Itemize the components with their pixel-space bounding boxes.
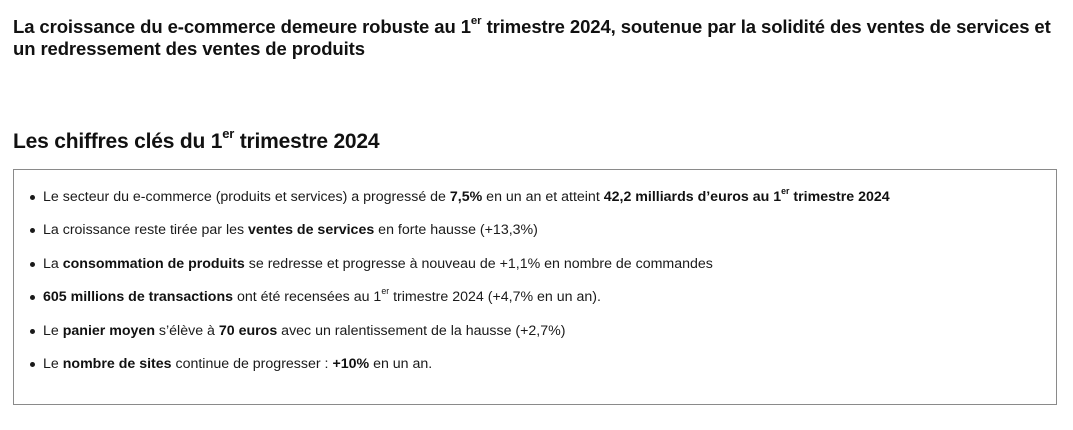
headline-superscript: er (470, 15, 482, 28)
item-text: Le (43, 355, 63, 372)
item-bold-amount: 42,2 milliards d’euros au 1er trimestre … (603, 185, 890, 205)
page-headline: La croissance du e-commerce demeure robu… (13, 15, 1058, 60)
item-bold-growth-rate: 7,5% (449, 189, 483, 205)
item-text: Le (43, 322, 63, 339)
bullet-dot (30, 328, 35, 334)
item-bold-basket: panier moyen (62, 322, 155, 339)
item-superscript: er (781, 185, 790, 196)
key-figure-ecommerce-growth: Le secteur du e-commerce (produits et se… (30, 187, 1040, 207)
bullet-dot (30, 295, 35, 301)
item-bold-products: consommation de produits (62, 255, 245, 272)
item-superscript: er (381, 286, 390, 297)
item-text: La (43, 255, 63, 272)
item-bold-transactions: 605 millions de transactions (43, 289, 234, 306)
key-figures-list: Le secteur du e-commerce (produits et se… (30, 187, 1040, 374)
item-text: avec un ralentissement de la hausse (+2,… (277, 322, 566, 339)
headline-text: La croissance du e-commerce demeure robu… (13, 16, 471, 37)
key-figures-box: Le secteur du e-commerce (produits et se… (13, 169, 1057, 405)
item-text: en forte hausse (+13,3%) (374, 222, 538, 239)
item-text: trimestre 2024 (+4,7% en un an). (389, 289, 601, 306)
item-bold-sites-growth: +10% (332, 355, 370, 372)
key-figure-number-of-sites: Le nombre de sites continue de progresse… (30, 354, 1040, 374)
item-text: Le secteur du e-commerce (produits et se… (43, 189, 450, 205)
bullet-dot (30, 261, 35, 267)
item-bold-sites: nombre de sites (62, 355, 172, 372)
key-figure-transactions: 605 millions de transactions ont été rec… (30, 287, 1040, 307)
item-text: en un an. (369, 355, 433, 372)
item-text: s’élève à (154, 322, 219, 339)
key-figure-products-consumption: La consommation de produits se redresse … (30, 254, 1040, 274)
item-text: se redresse et progresse à nouveau de +1… (244, 255, 713, 272)
item-bold-amount-end: trimestre 2024 (789, 189, 890, 205)
bullet-dot (30, 361, 35, 367)
subheading-text-end: trimestre 2024 (234, 130, 380, 153)
subheading-superscript: er (222, 126, 235, 142)
item-bold-amount-text: 42,2 milliards d’euros au 1 (603, 189, 782, 205)
headline-text-end: trimestre 2024, soutenue par la solidité… (13, 16, 1051, 59)
item-text: ont été recensées au 1 (233, 289, 382, 306)
subheading-text: Les chiffres clés du 1 (13, 130, 223, 153)
key-figure-average-basket: Le panier moyen s’élève à 70 euros avec … (30, 321, 1040, 341)
bullet-dot (30, 228, 35, 234)
item-text: continue de progresser : (171, 355, 333, 372)
key-figures-heading: Les chiffres clés du 1er trimestre 2024 (13, 126, 380, 155)
item-bold-services: ventes de services (248, 222, 375, 239)
bullet-dot (30, 195, 35, 200)
item-text: en un an et atteint (482, 189, 604, 205)
item-text: La croissance reste tirée par les (43, 222, 249, 239)
key-figure-services-sales: La croissance reste tirée par les ventes… (30, 220, 1040, 240)
item-bold-basket-value: 70 euros (218, 322, 278, 339)
